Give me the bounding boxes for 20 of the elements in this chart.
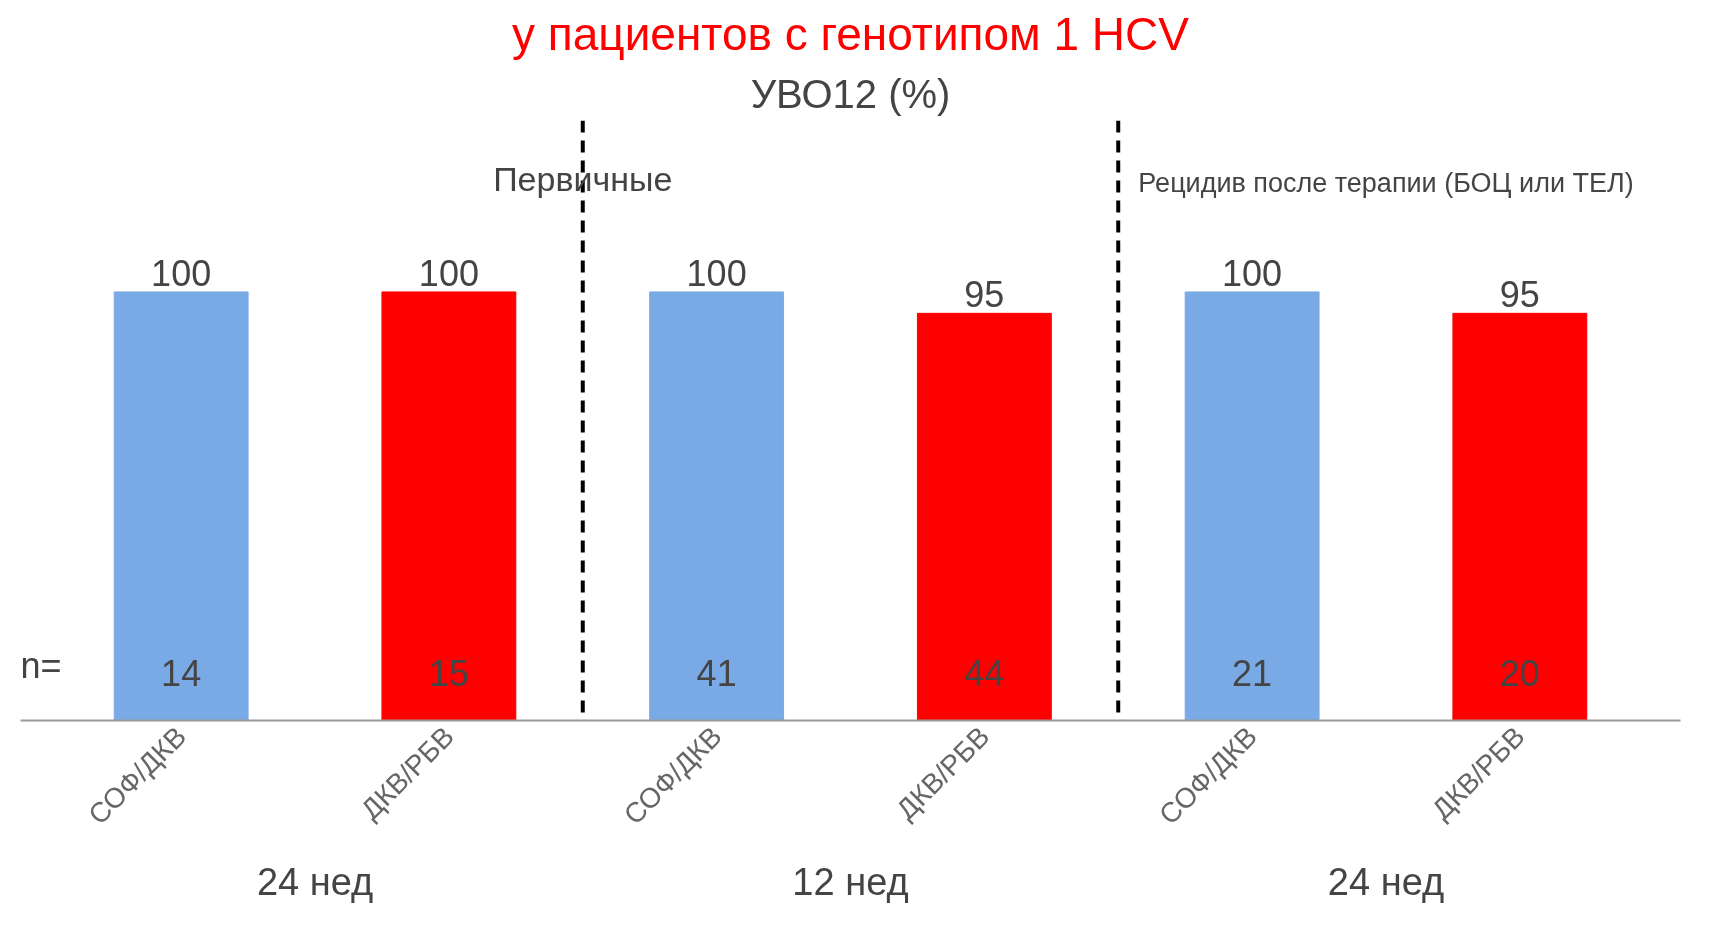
annotation: 14 <box>161 653 202 695</box>
data-label: 100 <box>151 252 212 294</box>
data-label: 100 <box>1222 252 1283 294</box>
data-label: 100 <box>418 252 479 294</box>
data-label: 95 <box>964 274 1005 316</box>
annotation: n= <box>20 645 62 687</box>
annotation: 41 <box>696 653 737 695</box>
chart-title: у пациентов с генотипом 1 HCV <box>512 7 1190 60</box>
annotation: 20 <box>1499 653 1540 695</box>
annotation: 15 <box>428 653 469 695</box>
annotation: Рецидив после терапии (БОЦ или ТЕЛ) <box>1138 167 1634 198</box>
annotation: Первичные <box>493 159 673 198</box>
text: 12 нед <box>792 860 909 903</box>
data-label: 100 <box>686 252 747 294</box>
text: 24 нед <box>1327 860 1445 903</box>
text: 24 нед <box>256 860 374 903</box>
annotation: 44 <box>964 653 1005 695</box>
chart-subtitle: УВО12 (%) <box>750 71 951 116</box>
data-label: 95 <box>1499 274 1540 316</box>
annotation: 21 <box>1232 653 1273 695</box>
